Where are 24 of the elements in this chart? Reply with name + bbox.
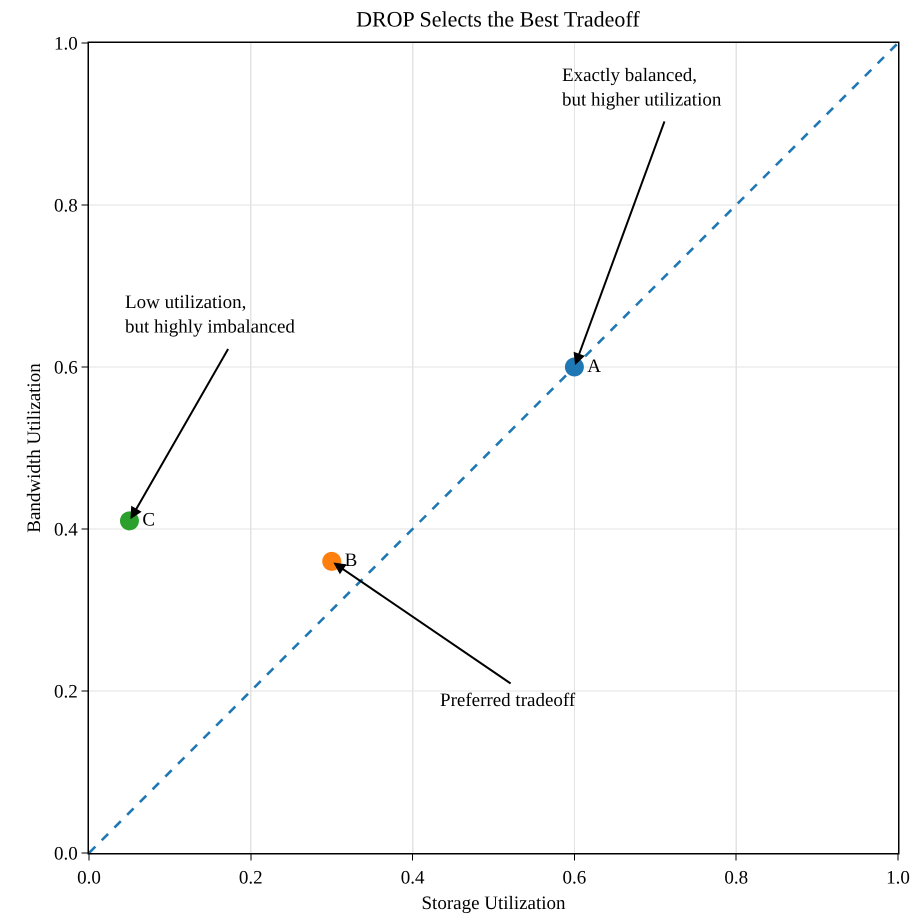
y-tick-label: 1.0 bbox=[54, 34, 78, 55]
point bbox=[120, 511, 139, 530]
y-tick-label: 0.0 bbox=[54, 844, 78, 865]
x-tick-label: 0.2 bbox=[238, 867, 263, 888]
series-label: B bbox=[344, 550, 358, 572]
chart-title: DROP Selects the Best Tradeoff bbox=[356, 6, 640, 32]
x-axis-title: Storage Utilization bbox=[421, 892, 566, 914]
series-label: C bbox=[142, 510, 156, 531]
x-tick-label: 0.0 bbox=[77, 867, 101, 888]
series-label: A bbox=[587, 356, 602, 377]
annotation: Exactly balanced, but higher utilization bbox=[562, 65, 722, 111]
x-tick-label: 0.8 bbox=[724, 867, 748, 888]
annotation: Low utilization, but highly imbalanced bbox=[125, 292, 296, 338]
y-tick-label: 0.6 bbox=[54, 358, 78, 379]
y-tick-label: 0.2 bbox=[54, 682, 78, 703]
y-tick-label: 0.8 bbox=[54, 196, 78, 217]
point bbox=[322, 552, 342, 571]
annotation: Preferred tradeoff bbox=[440, 690, 576, 711]
x-tick-label: 0.6 bbox=[562, 867, 586, 888]
x-tick-label: 1.0 bbox=[886, 867, 910, 888]
x-tick-label: 0.4 bbox=[400, 867, 425, 888]
point bbox=[564, 358, 584, 376]
y-axis-title: Bandwidth Utilization bbox=[24, 362, 46, 533]
y-tick-label: 0.4 bbox=[54, 520, 78, 541]
